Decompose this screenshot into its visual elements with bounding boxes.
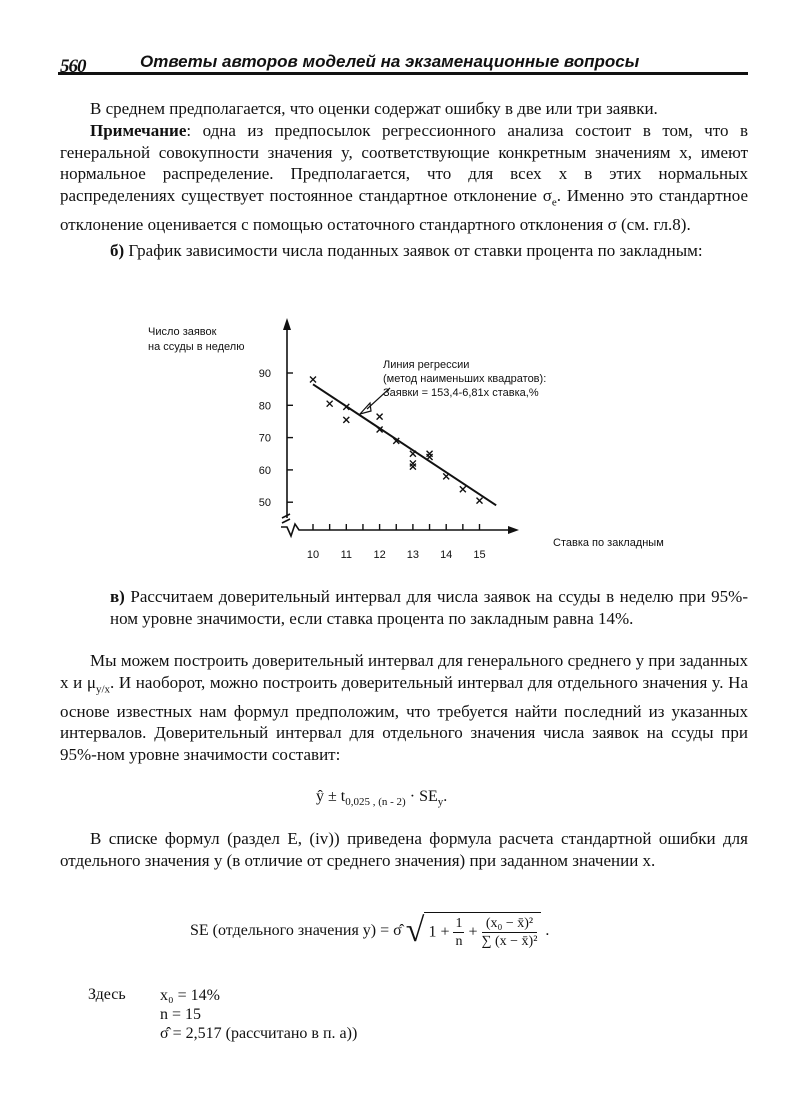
item-b: б) График зависимости числа поданных зая… bbox=[110, 240, 748, 262]
given-values: x₀ = 14% n = 15 σ̂ = 2,517 (рассчитано в… bbox=[160, 986, 357, 1043]
item-b-text: График зависимости числа поданных заявок… bbox=[124, 241, 703, 260]
data-point bbox=[342, 416, 350, 424]
p3-text: Мы можем построить доверительный интерва… bbox=[60, 651, 748, 692]
y-axis-arrow bbox=[283, 318, 291, 330]
x-axis-arrow bbox=[508, 526, 519, 534]
given-x0: x₀ = 14% bbox=[160, 987, 220, 1004]
x-tick-label: 14 bbox=[440, 549, 452, 561]
paragraph-1: В среднем предполагается, что оценки сод… bbox=[90, 99, 658, 118]
data-point bbox=[476, 497, 483, 505]
item-v-text: Рассчитаем доверительный интервал для чи… bbox=[110, 587, 748, 628]
item-b-label: б) bbox=[110, 241, 125, 260]
note-label: Примечание bbox=[90, 121, 187, 140]
note-text-end: . Именно это стандартное отклонение оцен… bbox=[60, 185, 748, 234]
data-point bbox=[409, 463, 417, 471]
paragraph-note: Примечание: одна из предпосылок регресси… bbox=[60, 120, 748, 235]
running-header: Ответы авторов моделей на экзаменационны… bbox=[140, 52, 640, 71]
y-tick-label: 80 bbox=[259, 400, 271, 412]
x-tick-label: 15 bbox=[473, 549, 485, 561]
given-label: Здесь bbox=[88, 986, 126, 1003]
note-sub: e bbox=[551, 196, 557, 209]
x-tick-label: 11 bbox=[341, 549, 352, 561]
page-number: 560 bbox=[60, 56, 86, 77]
regression-annotation: (метод наименьших квадратов): bbox=[383, 373, 546, 385]
y-axis-label: Число заявок bbox=[148, 326, 217, 338]
note-text: : одна из предпосылок регрессионного ана… bbox=[60, 121, 748, 205]
annotation-arrowhead bbox=[358, 401, 372, 416]
y-tick-label: 70 bbox=[259, 433, 271, 445]
data-point bbox=[459, 485, 467, 493]
x-tick-label: 10 bbox=[307, 549, 319, 561]
y-tick-label: 60 bbox=[259, 465, 271, 477]
data-point bbox=[376, 413, 384, 421]
item-v: в) Рассчитаем доверительный интервал для… bbox=[110, 586, 748, 629]
given-sigma: σ̂ = 2,517 (рассчитано в п. а)) bbox=[160, 1025, 358, 1042]
regression-line bbox=[312, 383, 497, 507]
x-axis-label: Ставка по закладным bbox=[553, 537, 664, 549]
data-point bbox=[309, 375, 317, 383]
scatter-chart: 10 11 12 13 14 15 50 60 70 80 90 Число заявок на ссу… bbox=[148, 318, 664, 561]
y-tick-label: 90 bbox=[259, 368, 271, 380]
formula-confidence-interval: ŷ ± t0,025 , (n - 2) · SEy. bbox=[316, 788, 448, 809]
p3-sub: y/x bbox=[95, 682, 111, 695]
data-point bbox=[326, 400, 334, 408]
given-n: n = 15 bbox=[160, 1006, 202, 1023]
regression-annotation: Заявки = 153,4-6,81x ставка,% bbox=[383, 387, 539, 399]
regression-annotation: Линия регрессии bbox=[383, 359, 469, 371]
paragraph-4: В списке формул (раздел E, (iv)) приведе… bbox=[60, 829, 748, 870]
x-tick-label: 13 bbox=[407, 549, 419, 561]
paragraph-3: Мы можем построить доверительный интерва… bbox=[60, 650, 748, 765]
item-v-label: в) bbox=[110, 587, 125, 606]
p3-text-end: . И наоборот, можно построить доверитель… bbox=[60, 672, 749, 764]
x-tick-label: 12 bbox=[373, 549, 385, 561]
axis-break bbox=[281, 513, 510, 539]
header-rule bbox=[58, 72, 748, 75]
y-axis-label: на ссуды в неделю bbox=[148, 341, 244, 353]
y-tick-label: 50 bbox=[259, 497, 271, 509]
